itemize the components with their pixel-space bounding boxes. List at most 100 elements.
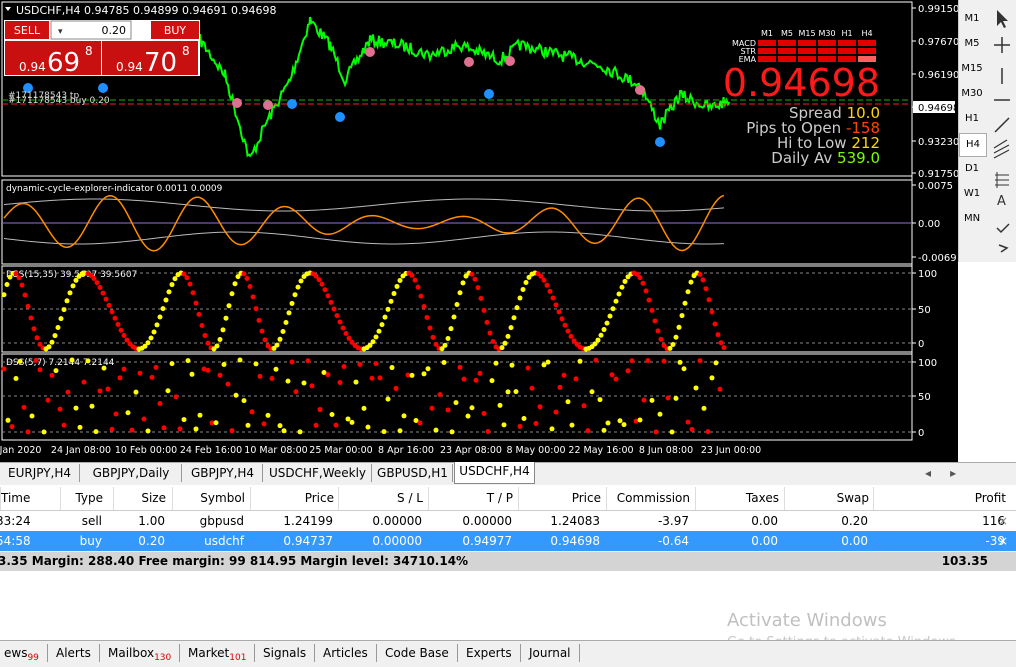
dss-slow-dot (640, 280, 646, 286)
terminal-tab[interactable]: Articles (315, 644, 377, 662)
chart-tab[interactable]: EURJPY,H4 (0, 464, 80, 482)
terminal-tab[interactable]: Alerts (48, 644, 100, 662)
price-box[interactable] (5, 41, 101, 75)
period-button[interactable]: D1 (964, 163, 980, 174)
dss-slow-dot (220, 327, 226, 333)
dss-fast-dot (213, 420, 219, 426)
column-header[interactable]: Type (60, 487, 103, 510)
dss-slow-dot (112, 315, 118, 321)
buy-signal (23, 83, 33, 93)
dss-slow-dot (520, 287, 526, 293)
dss-fast-dot (685, 419, 691, 425)
dss-fast-dot (113, 411, 119, 417)
period-button[interactable]: H4 (959, 133, 987, 157)
text-tool[interactable]: A (997, 194, 1006, 209)
dss-slow-dot (676, 324, 682, 330)
order-row[interactable]: 33:24 sell 1.00 gbpusd 1.24199 0.00000 0.00000… (0, 511, 1016, 532)
dss-slow-dot (700, 277, 706, 283)
terminal-tab[interactable]: Experts (458, 644, 521, 662)
buy-label: BUY (164, 24, 187, 37)
dss-slow-dot (193, 300, 199, 306)
dss-fast-dot (637, 417, 643, 423)
column-header[interactable]: S / L (338, 487, 423, 510)
dss-fast-dot (357, 361, 363, 367)
close-order[interactable]: × (998, 514, 1009, 528)
period-button[interactable]: M1 (964, 13, 980, 24)
terminal-tab[interactable]: Mailbox130 (100, 644, 181, 663)
dss-slow-dot (226, 303, 232, 309)
tab-scroll[interactable]: ◂ ▸ (925, 466, 957, 480)
period-button[interactable]: W1 (963, 188, 981, 199)
period-button[interactable]: H1 (965, 113, 979, 124)
column-header[interactable]: Taxes (695, 487, 779, 510)
dss-fast-dot (221, 362, 227, 368)
chart-tab[interactable]: GBPJPY,Daily (81, 464, 182, 482)
column-header[interactable]: Price (250, 487, 334, 510)
cursor-tool[interactable] (997, 10, 1008, 28)
sell-button[interactable] (5, 21, 49, 39)
order-cell: buy (79, 534, 102, 548)
column-header[interactable]: Profit (873, 487, 1006, 510)
close-order[interactable]: × (998, 534, 1009, 548)
dss-fast-dot (329, 412, 335, 418)
dss-fast-dot (385, 396, 391, 402)
price-box[interactable] (102, 41, 198, 75)
arrows-tool[interactable] (996, 223, 1010, 253)
buy-button[interactable] (151, 21, 199, 39)
time-axis-label: 22 May 16:00 (568, 445, 633, 456)
indicator-axis-label: 0 (918, 428, 924, 439)
terminal-tab[interactable]: Market101 (180, 644, 256, 663)
lot-input[interactable] (50, 20, 132, 40)
dss-fast-dot (281, 428, 287, 434)
column-header[interactable]: Price (518, 487, 601, 510)
trend-cell (778, 48, 796, 54)
terminal-tab-badge: 99 (27, 653, 39, 663)
dss-slow-dot (325, 293, 331, 299)
trendline-tool[interactable] (994, 117, 1010, 133)
dss-fast-dot (29, 413, 35, 419)
dss-fast-dot (653, 429, 659, 435)
period-button[interactable]: MN (963, 213, 981, 224)
dss-slow-dot (487, 330, 493, 336)
info-indicator: EMA (739, 55, 757, 64)
sell-signal (232, 98, 242, 108)
column-header[interactable]: Swap (784, 487, 869, 510)
chart-tab[interactable]: GBPJPY,H4 (183, 464, 263, 482)
dss-fast-dot (257, 373, 263, 379)
terminal-tab[interactable]: Journal (521, 644, 580, 662)
period-button[interactable]: M30 (961, 88, 983, 99)
terminal-tab[interactable]: Signals (255, 644, 316, 662)
column-header[interactable]: Time (0, 487, 30, 510)
dss-slow-dot (598, 332, 604, 338)
period-button[interactable]: M5 (964, 38, 980, 49)
dss-fast-dot (293, 389, 299, 395)
chart-tab[interactable]: USDCHF,Weekly (264, 464, 372, 482)
crosshair-tool[interactable] (994, 37, 1010, 53)
dss-slow-dot (451, 314, 457, 320)
dss-fast-dot (61, 422, 67, 428)
column-header[interactable]: T / P (428, 487, 513, 510)
dss-fast-dot (497, 402, 503, 408)
dss-fast-dot (233, 392, 239, 398)
chart-tab[interactable]: GBPUSD,H1 (373, 464, 453, 482)
column-header[interactable]: Size (113, 487, 166, 510)
dss-slow-dot (541, 277, 547, 283)
channel-tool[interactable] (993, 139, 1010, 159)
terminal-tab[interactable]: ews99 (0, 644, 48, 663)
dss-fast-dot (641, 397, 647, 403)
info-row-value: 539.0 (837, 149, 880, 167)
dss-fast-dot (373, 361, 379, 367)
chart-tab[interactable]: USDCHF,H4 (454, 462, 535, 484)
dss-fast-dot (501, 422, 507, 428)
terminal-tab[interactable]: Code Base (377, 644, 458, 662)
period-button[interactable]: M15 (961, 63, 983, 74)
dss-fast-dot (521, 416, 527, 422)
dss-slow-dot (274, 342, 280, 348)
column-header[interactable]: Commission (606, 487, 690, 510)
fibo-tool[interactable] (995, 172, 1009, 188)
order-row[interactable]: 54:58 buy 0.20 usdchf 0.94737 0.00000 0.94977 0… (0, 531, 1016, 552)
dss-fast-dot (121, 366, 127, 372)
dss-fast-dot (237, 357, 243, 363)
column-header[interactable]: Symbol (172, 487, 245, 510)
dss-slow-dot (151, 329, 157, 335)
